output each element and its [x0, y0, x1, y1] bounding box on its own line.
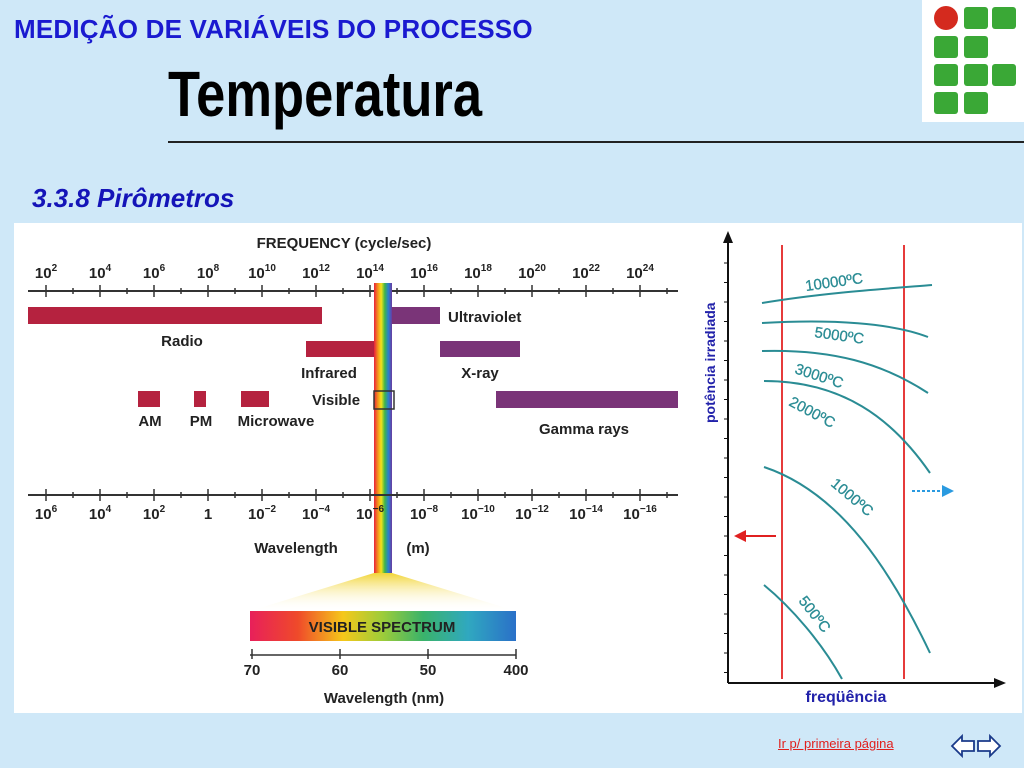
- frequency-tick-label: 1014: [356, 263, 384, 282]
- frequency-tick-label: 1018: [464, 263, 492, 282]
- arrow-left-head: [734, 530, 746, 542]
- wavelength-tick-label: 102: [143, 504, 166, 523]
- slide-title: Temperatura: [168, 58, 483, 130]
- gamma-label: Gamma rays: [539, 421, 629, 438]
- curve-1000c: [763, 466, 931, 654]
- arrow-right-head: [942, 485, 954, 497]
- frequency-tick-label: 1016: [410, 263, 438, 282]
- xray-band: [440, 341, 520, 357]
- curve-5000c: [761, 320, 929, 338]
- visible-fan: [250, 573, 516, 611]
- frequency-tick-label: 104: [89, 263, 112, 282]
- wavelength-tick-label: 106: [35, 504, 58, 523]
- frequency-tick-label: 1010: [248, 263, 276, 282]
- frequency-tick-label: 1020: [518, 263, 546, 282]
- navigation-arrows[interactable]: [950, 732, 1002, 760]
- x-axis-label: freqüência: [806, 689, 887, 706]
- curve-label-1000c: 1000ºC: [827, 475, 876, 520]
- section-title: 3.3.8 Pirômetros: [32, 183, 235, 213]
- frequency-tick-label: 1012: [302, 263, 330, 282]
- xray-label: X-ray: [461, 365, 499, 382]
- curve-3000c: [761, 349, 929, 394]
- am-label: AM: [138, 413, 161, 430]
- slide-header: MEDIÇÃO DE VARIÁVEIS DO PROCESSO: [14, 14, 533, 44]
- microwave-label: Microwave: [238, 413, 315, 430]
- pm-label: PM: [190, 413, 213, 430]
- nav-right-arrow-icon: [977, 733, 1002, 759]
- radio-band: [28, 307, 322, 324]
- curve-500c: [763, 584, 843, 680]
- microwave-band: [241, 391, 269, 407]
- y-axis-label: potência irradiada: [702, 302, 718, 423]
- x-axis-arrowhead: [994, 678, 1006, 688]
- visible-tick-label: 50: [420, 662, 437, 679]
- visible-spectrum-bar: [250, 611, 516, 641]
- visible-tick-labels: 70 60 50 400: [244, 662, 529, 679]
- logo-red-dot: [934, 6, 958, 30]
- curve-label-5000c: 5000ºC: [813, 324, 865, 348]
- frequency-tick-label: 102: [35, 263, 58, 282]
- em-spectrum-figure: FREQUENCY (cycle/sec) 102 104 106 108 1010 10…: [14, 223, 682, 713]
- wavelength-tick-label: 10−10: [461, 504, 495, 523]
- frequency-tick-label: 108: [197, 263, 220, 282]
- wavelength-tick-label: 10−4: [302, 504, 331, 523]
- curve-2000c: [763, 380, 931, 474]
- y-axis-arrowhead: [723, 231, 733, 243]
- infrared-label: Infrared: [301, 365, 357, 382]
- institution-logo: [922, 0, 1024, 122]
- wavelength-tick-label: 10−12: [515, 504, 549, 523]
- visible-tick-label: 70: [244, 662, 261, 679]
- wavelength-tick-label: 10−8: [410, 504, 439, 523]
- wavelength-tick-label: 10−6: [356, 504, 385, 523]
- radiation-chart: potência irradiada freqüência 10000ºC 50…: [682, 223, 1022, 713]
- ultraviolet-band: [392, 307, 440, 324]
- ultraviolet-label: Ultraviolet: [448, 309, 521, 326]
- visible-band-strip: [374, 283, 392, 573]
- visible-tick-label: 60: [332, 662, 349, 679]
- wavelength-tick-label: 104: [89, 504, 112, 523]
- wavelength-unit: (m): [406, 540, 429, 557]
- frequency-tick-labels: 102 104 106 108 1010 1012 1014 1016 1018 1020 1022…: [35, 263, 654, 282]
- visible-spectrum-title: VISIBLE SPECTRUM: [309, 619, 456, 636]
- frequency-axis-title: FREQUENCY (cycle/sec): [257, 235, 432, 252]
- wavelength-tick-label: 10−14: [569, 504, 603, 523]
- visible-axis-label: Wavelength (nm): [324, 690, 444, 707]
- wavelength-tick-label: 10−2: [248, 504, 277, 523]
- pm-band: [194, 391, 206, 407]
- visible-label: Visible: [312, 392, 360, 409]
- am-band: [138, 391, 160, 407]
- wavelength-tick-label: 1: [204, 506, 212, 523]
- frequency-tick-label: 1022: [572, 263, 600, 282]
- wavelength-tick-labels: 106 104 102 1 10−2 10−4 10−6 10−8 10−10 10−12 10−1…: [35, 504, 657, 523]
- wavelength-label: Wavelength: [254, 540, 338, 557]
- nav-left-arrow-icon: [950, 733, 975, 759]
- visible-marker-box: [373, 390, 395, 410]
- curve-label-2000c: 2000ºC: [786, 394, 838, 432]
- curve-label-500c: 500ºC: [795, 593, 834, 636]
- frequency-tick-label: 1024: [626, 263, 654, 282]
- visible-tick-label: 400: [503, 662, 528, 679]
- gamma-band: [496, 391, 678, 408]
- first-page-link[interactable]: Ir p/ primeira página: [778, 736, 894, 751]
- frequency-tick-label: 106: [143, 263, 166, 282]
- curve-10000c: [761, 284, 933, 304]
- radio-label: Radio: [161, 333, 203, 350]
- infrared-band: [306, 341, 374, 357]
- wavelength-tick-label: 10−16: [623, 504, 657, 523]
- title-underline: [168, 141, 1024, 143]
